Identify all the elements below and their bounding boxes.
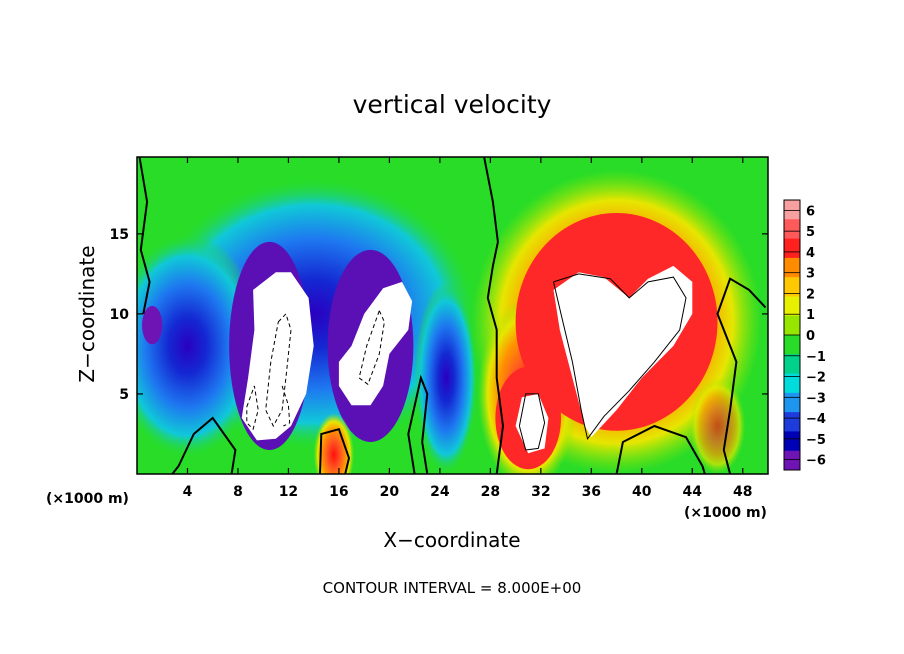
- x-tick-label: 8: [233, 484, 243, 500]
- y-tick-label: 5: [119, 387, 129, 403]
- colorbar-label: 5: [806, 225, 815, 240]
- zero-contour: [138, 157, 151, 315]
- colorbar-label: 2: [806, 287, 815, 302]
- x-tick-label: 28: [481, 484, 500, 500]
- zero-contour: [407, 374, 429, 474]
- x-unit-left: (×1000 m): [46, 491, 129, 507]
- saturated-downdraft-region: [241, 272, 314, 441]
- colorbar-swatch: [784, 373, 800, 394]
- updraft-surface: [313, 413, 355, 474]
- colorbar-swatch: [784, 450, 800, 471]
- saturated-downdraft-region: [338, 281, 413, 406]
- x-tick-label: 44: [683, 484, 703, 500]
- saturated-updraft-region: [553, 265, 693, 438]
- colorbar-swatch: [784, 200, 800, 220]
- downdraft-halo-west: [137, 233, 264, 458]
- y-axis-label: Z−coordinate: [75, 245, 99, 382]
- colorbar-label: −1: [806, 350, 826, 365]
- colorbar-swatch: [784, 257, 800, 278]
- colorbar-label: −4: [806, 412, 826, 427]
- plot-frame: [136, 156, 769, 475]
- colorbar-swatch: [784, 412, 800, 432]
- x-tick-label: 40: [632, 484, 652, 500]
- colorbar-swatch: [784, 277, 800, 297]
- x-tick-label: 36: [582, 484, 601, 500]
- contour-interval-note: CONTOUR INTERVAL = 8.000E+00: [323, 579, 582, 597]
- negative-contour: [246, 385, 259, 431]
- downdraft-halo-east: [414, 281, 478, 474]
- zero-contour: [716, 277, 767, 474]
- colorbar-swatch: [784, 354, 800, 374]
- zero-contour: [319, 427, 351, 474]
- negative-contour: [358, 310, 385, 386]
- positive-contour: [518, 393, 546, 451]
- colorbar-swatch: [784, 392, 800, 413]
- colorbar-swatch: [784, 296, 800, 317]
- y-tick-label: 15: [110, 227, 129, 243]
- colorbar-label: 3: [806, 267, 815, 282]
- colorbar-label: −5: [806, 433, 826, 448]
- colorbar-swatch: [784, 431, 800, 452]
- x-tick-label: 4: [183, 484, 193, 500]
- colorbar-label: 1: [806, 308, 815, 323]
- x-tick-label: 16: [329, 484, 348, 500]
- colorbar-swatch: [784, 238, 800, 259]
- colorbar-swatch: [784, 219, 800, 239]
- colorbar-label: 6: [806, 204, 815, 219]
- x-tick-label: 20: [380, 484, 400, 500]
- y-tick-label: 10: [110, 307, 130, 323]
- negative-contour: [281, 385, 291, 427]
- colorbar-label: −6: [806, 454, 826, 469]
- downdraft-core-west: [142, 305, 163, 345]
- colorbar: 6 5 4 3 2 1 0 −1 −2 −3 −4 −5 −6: [783, 199, 826, 471]
- chart-title: vertical velocity: [353, 90, 552, 119]
- colorbar-label: −2: [806, 371, 826, 386]
- colorbar-label: 0: [806, 329, 815, 344]
- x-tick-label: 24: [430, 484, 450, 500]
- colorbar-label: 4: [806, 246, 815, 261]
- x-unit-right: (×1000 m): [684, 505, 767, 521]
- x-tick-label: 12: [279, 484, 298, 500]
- colorbar-label: −3: [806, 391, 826, 406]
- negative-contour: [265, 312, 292, 428]
- x-axis-label: X−coordinate: [383, 528, 520, 552]
- saturated-updraft-region-low: [515, 393, 549, 454]
- zero-contour: [483, 157, 505, 474]
- colorbar-swatch: [784, 335, 800, 355]
- x-tick-label: 32: [531, 484, 550, 500]
- plot-area: [137, 157, 768, 474]
- zero-contour: [171, 416, 237, 474]
- positive-contour: [553, 273, 687, 440]
- colorbar-swatch: [784, 315, 800, 336]
- zero-contour: [615, 424, 706, 474]
- x-tick-label: 48: [733, 484, 752, 500]
